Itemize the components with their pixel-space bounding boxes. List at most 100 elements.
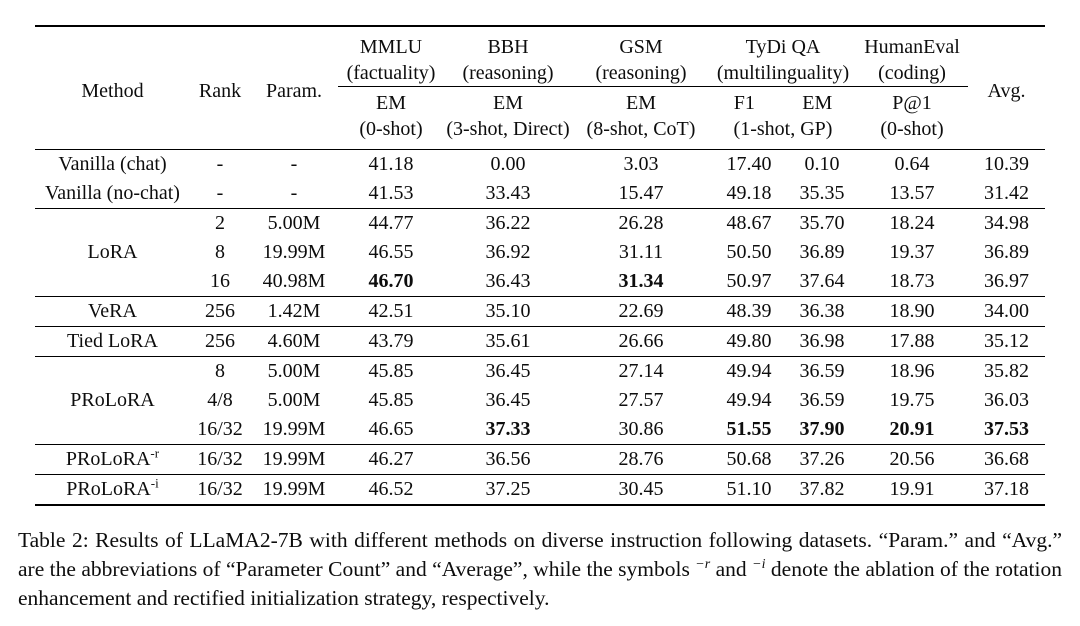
method-superscript: -i (150, 475, 159, 491)
cell-value: 20.91 (889, 418, 935, 440)
cell-value: 36.89 (799, 241, 845, 263)
group-desc: (reasoning) (595, 62, 687, 84)
table-row: PRoLoRA-r 16/32 19.99M 46.27 36.56 28.76 50.68… (35, 444, 1045, 475)
cell-value: 49.94 (726, 360, 772, 382)
group-name: TyDi QA (745, 36, 821, 58)
table-row: Vanilla (no-chat) - - 41.53 33.43 15.47 49.18 3… (35, 179, 1045, 209)
table-row: Vanilla (chat) - - 41.18 0.00 3.03 17.40 0.10 0.… (35, 150, 1045, 180)
cell-method: PRoLoRA-i (66, 475, 159, 500)
caption-superscript: −r (695, 556, 711, 572)
cell-value: 49.94 (726, 389, 772, 411)
cell-value: 41.53 (368, 182, 414, 204)
cell-value: 19.99M (262, 448, 326, 470)
table-row: 16 40.98M 46.70 36.43 31.34 50.97 37.64 18.73 36… (35, 267, 1045, 297)
cell-value: 33.43 (485, 182, 531, 204)
cell-value: 36.45 (485, 360, 531, 382)
table-row: Tied LoRA 256 4.60M 43.79 35.61 26.66 49.80 36.… (35, 326, 1045, 357)
group-name: HumanEval (864, 36, 960, 58)
cell-value: 37.18 (984, 478, 1029, 500)
cell-value: - (290, 153, 298, 175)
header-group-tydi-qa: TyDi QA (multilinguality) (710, 26, 856, 87)
table-row: 16/32 19.99M 46.65 37.33 30.86 51.55 37.90 20.9… (35, 415, 1045, 445)
cell-value: 36.43 (485, 270, 531, 292)
cell-value: 36.45 (485, 389, 531, 411)
cell-value: 31.34 (618, 270, 664, 292)
cell-value: 30.86 (618, 418, 664, 440)
header-metric-2: EM (8-shot, CoT) (572, 87, 710, 150)
table-body: Vanilla (chat) - - 41.18 0.00 3.03 17.40 0.10 0.… (35, 150, 1045, 506)
cell-value: 45.85 (368, 360, 414, 382)
cell-value: 4.60M (267, 330, 321, 352)
table-row: LoRA 2 5.00M 44.77 36.22 26.28 48.67 35.70 18.24… (35, 208, 1045, 263)
cell-value: 36.97 (984, 270, 1029, 292)
header-param: Param. (265, 80, 323, 102)
cell-value: 27.57 (618, 389, 664, 411)
cell-value: 41.18 (368, 153, 414, 175)
cell-value: 22.69 (618, 300, 664, 322)
cell-value: 5.00M (267, 212, 321, 234)
cell-value: 46.70 (368, 270, 414, 292)
cell-value: 34.98 (984, 212, 1029, 234)
cell-value: 36.22 (485, 212, 531, 234)
cell-value: 36.92 (485, 241, 531, 263)
group-desc: (coding) (878, 62, 946, 84)
cell-value: 26.66 (618, 330, 664, 352)
cell-method: Tied LoRA (67, 330, 158, 352)
cell-value: 46.55 (368, 241, 414, 263)
cell-value: 36.56 (485, 448, 531, 470)
metric-name: EM (802, 92, 833, 114)
cell-value: 31.11 (618, 241, 664, 263)
cell-value: 1.42M (267, 300, 321, 322)
cell-value: 36.68 (984, 448, 1029, 470)
cell-value: 37.82 (799, 478, 845, 500)
cell-value: 5.00M (267, 389, 321, 411)
header-group-mmlu: MMLU (factuality) (338, 26, 444, 87)
cell-value: 19.75 (889, 389, 935, 411)
metric-names: EM (338, 90, 444, 116)
cell-value: 48.39 (726, 300, 772, 322)
cell-value: 16/32 (197, 478, 243, 500)
metric-names: EM (444, 90, 572, 116)
cell-value: 36.59 (799, 389, 845, 411)
metric-setting: (0-shot) (880, 118, 944, 140)
table-row: 4/8 5.00M 45.85 36.45 27.57 49.94 36.59 19.75 36… (35, 386, 1045, 415)
cell-value: 50.97 (726, 270, 772, 292)
cell-value: 42.51 (368, 300, 414, 322)
cell-value: 2 (215, 212, 225, 234)
header-method: Method (81, 80, 144, 102)
cell-method: Vanilla (no-chat) (45, 182, 180, 204)
cell-value: 37.25 (485, 478, 531, 500)
cell-value: 46.65 (368, 418, 414, 440)
cell-value: 34.00 (984, 300, 1029, 322)
cell-value: 17.40 (726, 153, 772, 175)
metric-name: F1 (733, 92, 755, 114)
group-desc: (reasoning) (462, 62, 554, 84)
method-superscript: -r (150, 445, 160, 461)
group-name: GSM (619, 36, 663, 58)
cell-value: 30.45 (618, 478, 664, 500)
cell-value: 0.00 (490, 153, 526, 175)
cell-value: 37.53 (984, 418, 1029, 440)
cell-value: 50.68 (726, 448, 772, 470)
header-metric-0: EM (0-shot) (338, 87, 444, 150)
cell-value: 35.10 (485, 300, 531, 322)
cell-value: 19.99M (262, 418, 326, 440)
cell-value: 37.64 (799, 270, 845, 292)
cell-value: 5.00M (267, 360, 321, 382)
cell-value: 36.98 (799, 330, 845, 352)
cell-value: 51.55 (726, 418, 772, 440)
cell-value: 20.56 (889, 448, 935, 470)
cell-value: - (216, 153, 224, 175)
cell-value: 46.52 (368, 478, 414, 500)
cell-value: 0.10 (804, 153, 840, 175)
cell-value: 43.79 (368, 330, 414, 352)
metric-setting: (8-shot, CoT) (586, 118, 696, 140)
cell-value: 0.64 (894, 153, 930, 175)
cell-value: 36.59 (799, 360, 845, 382)
cell-value: 13.57 (889, 182, 935, 204)
header-avg: Avg. (987, 80, 1026, 102)
cell-value: 16/32 (197, 418, 243, 440)
cell-value: 15.47 (618, 182, 664, 204)
header-metric-4: P@1 (0-shot) (856, 87, 968, 150)
metric-name: P@1 (892, 92, 932, 114)
